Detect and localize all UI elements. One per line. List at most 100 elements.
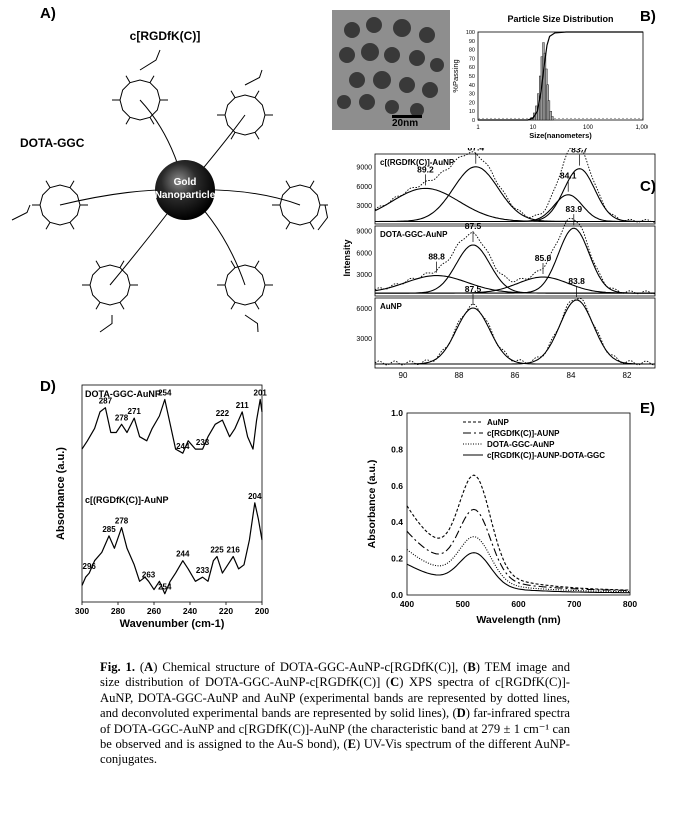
chart-d-peak-label: 216 bbox=[227, 546, 241, 555]
tem-particle bbox=[361, 43, 379, 61]
chart-c-peak-fit bbox=[375, 307, 655, 365]
core-label-gold: Gold bbox=[174, 177, 197, 188]
chart-d-peak-label: 254 bbox=[158, 388, 172, 397]
peptide-ring-lower-right-substituent bbox=[230, 260, 236, 268]
chart-d-xtick: 300 bbox=[75, 606, 89, 616]
chart-c-frame bbox=[374, 225, 656, 297]
chart-b-xtick: 1 bbox=[476, 125, 480, 131]
chart-d-series-name: DOTA-GGC-AuNP bbox=[85, 389, 161, 399]
chart-d-peak-label: 222 bbox=[216, 409, 230, 418]
peptide-ring-upper-right-substituent bbox=[254, 90, 260, 98]
chart-c-ytick: 3000 bbox=[356, 336, 372, 343]
chart-d-peak-label: 233 bbox=[196, 438, 210, 447]
tem-particle bbox=[385, 100, 399, 114]
peptide-ring-top-substituent bbox=[149, 117, 155, 125]
chart-c-ylabel: Intensity bbox=[342, 239, 352, 276]
peptide-ring-lower-left-substituent bbox=[95, 302, 101, 310]
dota-ring-left-substituent bbox=[45, 180, 51, 188]
chart-d-peak-label: 278 bbox=[115, 413, 129, 422]
chart-b-xlabel: Size(nanometers) bbox=[529, 131, 592, 140]
tem-particle bbox=[337, 95, 351, 109]
chart-e-ytick: 0.2 bbox=[391, 554, 403, 564]
dota-ring-right-substituent bbox=[309, 222, 315, 230]
chart-d-xtick: 220 bbox=[219, 606, 233, 616]
chart-d-peak-label: 254 bbox=[158, 583, 172, 592]
chart-c-panel-name: AuNP bbox=[380, 302, 402, 311]
chart-b-ytick: 50 bbox=[469, 74, 475, 80]
chart-b-ytick: 100 bbox=[466, 30, 475, 36]
caption-d: D bbox=[456, 706, 466, 721]
chart-b-frame bbox=[477, 31, 644, 121]
tem-particle bbox=[384, 47, 400, 63]
chart-d-xtick: 260 bbox=[147, 606, 161, 616]
chart-c-peak-label: 85.0 bbox=[535, 253, 552, 263]
core-label-nanoparticle: Nanoparticle bbox=[155, 190, 216, 201]
chart-c-peak-label: 87.5 bbox=[465, 284, 482, 294]
chart-d-peak-label: 285 bbox=[102, 525, 116, 534]
chart-b-ytick: 0 bbox=[472, 118, 475, 124]
chart-b-cumulative-line bbox=[478, 31, 643, 121]
chart-e-ylabel: Absorbance (a.u.) bbox=[366, 460, 378, 549]
tem-particle bbox=[339, 47, 355, 63]
chart-c-peak-fit bbox=[375, 227, 655, 294]
uv-vis-chart: AuNP c[RGDfK(C)]-AUNP DOTA-GGC-AuNP c[RGDfK… bbox=[366, 408, 637, 626]
chart-c-xtick: 90 bbox=[399, 371, 408, 380]
chart-b-ytick: 90 bbox=[469, 39, 475, 45]
side-chain-4 bbox=[11, 204, 31, 221]
peptide-ring-lower-right-substituent bbox=[254, 302, 260, 310]
chart-b-xtick: 1,000 bbox=[635, 125, 648, 131]
dota-ring-right-substituent bbox=[285, 180, 291, 188]
caption-c: C bbox=[390, 675, 400, 690]
dota-ring-right-substituent bbox=[285, 222, 291, 230]
chart-c-peak-label: 87.5 bbox=[465, 221, 482, 231]
tem-particle bbox=[359, 94, 375, 110]
chart-c-ytick: 3000 bbox=[356, 272, 372, 279]
chart-d-peak-label: 287 bbox=[99, 397, 113, 406]
tem-particle bbox=[344, 22, 360, 38]
tem-particle bbox=[409, 50, 425, 66]
chart-d-frame bbox=[81, 384, 263, 603]
chart-c-ytick: 3000 bbox=[356, 203, 372, 210]
chart-e-ytick: 0.6 bbox=[391, 481, 403, 491]
peptide-ring-top-substituent bbox=[125, 75, 131, 83]
chart-d-peak-label: 271 bbox=[128, 407, 142, 416]
side-chain-3 bbox=[244, 314, 259, 333]
caption-a: A bbox=[144, 660, 154, 674]
chart-e-series-line bbox=[406, 552, 630, 594]
peptide-ring-lower-left-substituent bbox=[119, 260, 125, 268]
peptide-label: c[RGDfK(C)] bbox=[130, 29, 201, 43]
chart-c-ytick: 6000 bbox=[356, 184, 372, 191]
chart-c-peak-label: 83.7 bbox=[571, 148, 588, 155]
chart-b-ytick: 70 bbox=[469, 56, 475, 62]
chart-b-ylabel: %Passing bbox=[451, 59, 460, 92]
tem-scale-label: 20nm bbox=[392, 118, 419, 129]
chart-d-series-line bbox=[81, 502, 263, 595]
side-chain-5 bbox=[317, 204, 329, 231]
chart-d-xtick: 240 bbox=[183, 606, 197, 616]
chart-d-series-name: c[(RGDfK(C)]-AuNP bbox=[85, 495, 168, 505]
chart-c-ytick: 6000 bbox=[356, 306, 372, 313]
chart-c-panel-name: c[(RGDfK(C)]-AuNP bbox=[380, 158, 455, 167]
chart-c-ytick: 9000 bbox=[356, 165, 372, 172]
panel-letter-c: C) bbox=[640, 178, 656, 195]
chart-b-bar bbox=[551, 116, 554, 121]
chart-e-frame bbox=[406, 412, 631, 596]
side-chain-0 bbox=[139, 49, 161, 71]
caption-b-text: TEM image and size distribution of DOTA-… bbox=[100, 660, 571, 690]
size-distribution-chart: Particle Size Distribution Size(nanometer… bbox=[451, 14, 648, 140]
tem-particle bbox=[430, 58, 444, 72]
panel-letter-d: D) bbox=[40, 378, 56, 395]
chart-c-experimental bbox=[374, 297, 656, 366]
tem-particle bbox=[410, 103, 424, 117]
tem-scale-bar bbox=[392, 115, 422, 118]
tem-particle bbox=[399, 77, 415, 93]
caption-e: E bbox=[347, 737, 357, 752]
chart-d-series-line bbox=[81, 398, 263, 454]
chart-c-frame bbox=[374, 153, 656, 225]
chart-d-peak-label: 204 bbox=[248, 492, 262, 501]
chart-c-frame bbox=[374, 297, 656, 369]
chart-b-ytick: 10 bbox=[469, 109, 475, 115]
panel-letter-e: E) bbox=[640, 400, 655, 417]
chart-d-peak-label: 233 bbox=[196, 566, 210, 575]
chart-c-peak-fit bbox=[375, 168, 655, 223]
